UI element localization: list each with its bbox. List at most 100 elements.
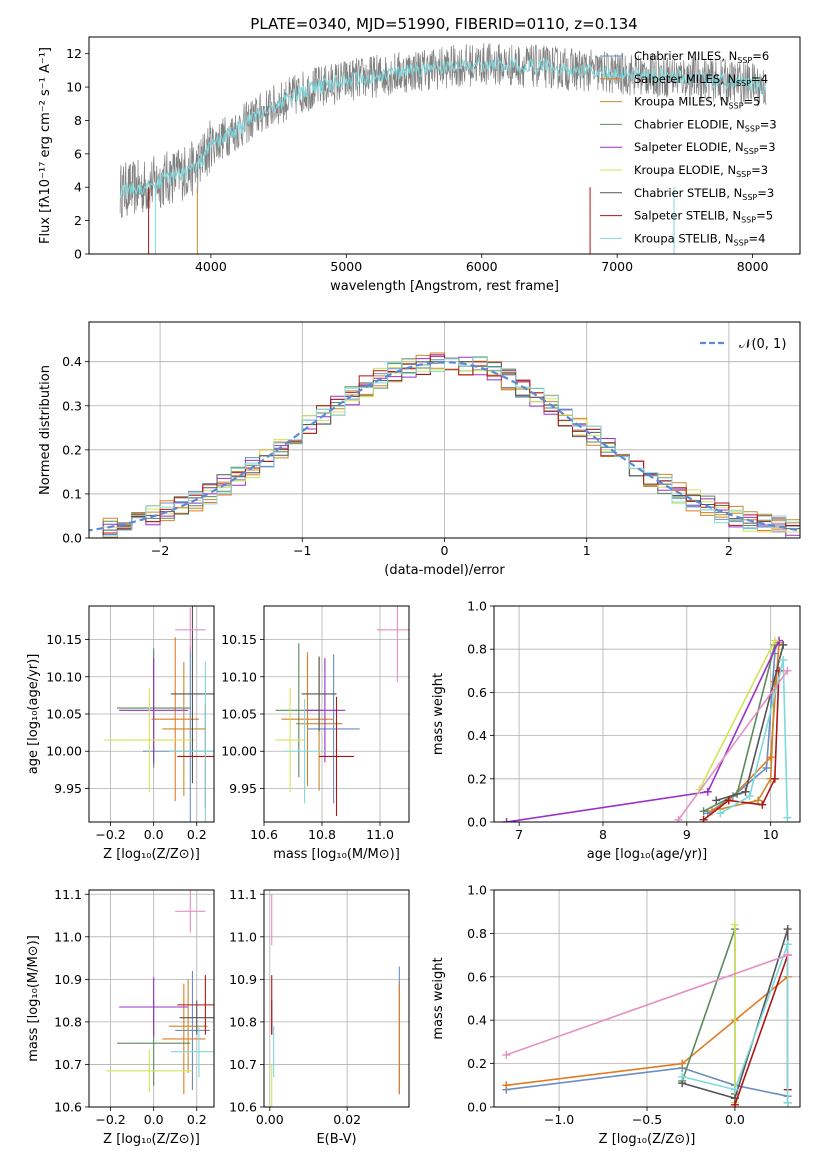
y-tick-label: 0.8 — [467, 642, 487, 657]
y-tick-label: 10.8 — [54, 1014, 82, 1029]
weight-marker — [754, 796, 763, 805]
x-tick-label: −1 — [293, 543, 311, 558]
x-axis-label: Z [log₁₀(Z/Z⊙)] — [103, 847, 200, 862]
weight-marker — [678, 1059, 687, 1068]
weight-series-line — [682, 944, 789, 1103]
x-tick-label: 0.0 — [144, 827, 164, 842]
y-axis-label: mass weight — [431, 673, 446, 755]
y-tick-label: 10.6 — [54, 1100, 82, 1115]
x-tick-label: 4000 — [195, 259, 227, 274]
weight-marker — [783, 666, 792, 675]
legend-entry: Chabrier MILES, NSSP=6 — [634, 49, 769, 65]
axes-frame — [88, 321, 801, 539]
y-tick-label: 10.7 — [54, 1057, 82, 1072]
weight-marker — [770, 774, 779, 783]
plot-area — [106, 890, 214, 1095]
y-tick-label: 11.0 — [54, 929, 82, 944]
weight-series-line — [698, 640, 776, 790]
y-tick-label: 0.1 — [62, 486, 82, 501]
mass-vs-ebv-panel: 0.00 0.02 10.6 10.7 10.8 10.9 11.0 11.1 E(B-V) — [229, 887, 410, 1147]
y-tick-label: 0.0 — [62, 531, 82, 546]
weight-marker — [758, 800, 767, 809]
x-tick-label: 9 — [683, 827, 691, 842]
x-tick-label: −2 — [151, 543, 169, 558]
weight-marker — [762, 764, 771, 772]
weight-series-line — [506, 976, 789, 1087]
weight-marker — [730, 1085, 739, 1094]
x-tick-label: 0.00 — [256, 1112, 284, 1127]
x-axis-label: age [log₁₀(age/yr)] — [587, 847, 708, 862]
y-tick-label: 0.6 — [467, 969, 487, 984]
x-tick-label: 0 — [441, 543, 449, 558]
y-tick-label: 10.6 — [229, 1100, 257, 1115]
plot-area — [275, 606, 409, 817]
weight-series-line — [734, 954, 789, 1106]
y-tick-label: 0.8 — [467, 926, 487, 941]
weight-series-line — [720, 681, 776, 810]
weight-series-line — [677, 670, 789, 821]
y-tick-label: 11.1 — [229, 887, 257, 902]
plot-area — [271, 894, 400, 1107]
x-tick-label: 1 — [583, 543, 591, 558]
weight-marker — [741, 787, 750, 796]
x-tick-label: 11.0 — [366, 827, 394, 842]
x-tick-label: 0.02 — [333, 1112, 361, 1127]
weight-marker — [775, 666, 784, 675]
y-axis-label: Flux [fλ10⁻¹⁷ erg cm⁻² s⁻¹ A⁻¹] — [38, 47, 53, 244]
axes-frame — [493, 889, 801, 1108]
x-tick-label: −0.2 — [95, 1112, 125, 1127]
age-vs-metallicity-panel: −0.2 0.0 0.2 9.95 10.00 10.05 10.10 10.15 Z [log… — [26, 605, 215, 862]
x-axis-label: Z [log₁₀(Z/Z⊙)] — [599, 1132, 696, 1147]
y-axis-label: age [log₁₀(age/yr)] — [26, 654, 41, 775]
y-axis-label: Normed distribution — [38, 365, 53, 495]
legend-entry: Chabrier STELIB, NSSP=3 — [634, 186, 774, 202]
x-tick-label: 10.6 — [250, 827, 278, 842]
x-tick-label: 0.0 — [144, 1112, 164, 1127]
y-tick-label: 0.6 — [467, 685, 487, 700]
x-tick-label: −1.0 — [544, 1112, 574, 1127]
y-tick-label: 10.15 — [221, 632, 257, 647]
weight-marker — [703, 787, 712, 796]
spectrum-panel: 4000 5000 6000 7000 8000 0 2 4 6 8 10 12 wavelength … — [38, 36, 801, 294]
normal-curve — [89, 360, 800, 532]
figure-title: PLATE=0340, MJD=51990, FIBERID=0110, z=0… — [250, 15, 637, 33]
y-tick-label: 11.0 — [229, 929, 257, 944]
x-tick-label: 6000 — [466, 259, 498, 274]
y-tick-label: 4 — [74, 180, 82, 195]
y-tick-label: 10.10 — [46, 669, 82, 684]
weight-marker — [712, 796, 721, 805]
y-tick-label: 10.00 — [46, 744, 82, 759]
weight-marker — [770, 636, 779, 645]
legend-entry: Salpeter MILES, NSSP=4 — [634, 72, 768, 88]
y-tick-label: 10.9 — [54, 972, 82, 987]
legend-entry: Salpeter ELODIE, NSSP=3 — [634, 140, 776, 156]
x-axis-label: Z [log₁₀(Z/Z⊙)] — [103, 1132, 200, 1147]
y-tick-label: 8 — [74, 113, 82, 128]
mass-vs-metallicity-panel: −0.2 0.0 0.2 10.6 10.7 10.8 10.9 11.0 11.1 Z [log… — [26, 887, 215, 1147]
weight-marker — [699, 815, 708, 822]
y-tick-label: 1.0 — [467, 883, 487, 898]
weight-marker — [779, 656, 788, 664]
weight-marker — [502, 818, 511, 822]
x-tick-label: 10 — [763, 827, 779, 842]
y-tick-label: 10.9 — [229, 972, 257, 987]
x-tick-label: −0.5 — [632, 1112, 662, 1127]
plot-area — [119, 42, 767, 254]
legend-entry: Salpeter STELIB, NSSP=5 — [634, 209, 773, 225]
y-tick-label: 0 — [74, 247, 82, 262]
weight-marker — [678, 1072, 687, 1081]
weight-series-line — [506, 1067, 788, 1097]
x-tick-label: 5000 — [330, 259, 362, 274]
weight-marker — [730, 920, 739, 929]
x-tick-label: −0.2 — [95, 827, 125, 842]
model-spectrum — [119, 56, 767, 199]
weight-marker — [699, 807, 708, 816]
weight-marker — [730, 1100, 739, 1107]
legend-entry: Kroupa STELIB, NSSP=4 — [634, 231, 765, 247]
x-axis-label: (data-model)/error — [384, 563, 505, 578]
y-tick-label: 10.8 — [229, 1014, 257, 1029]
weight-marker — [502, 1050, 511, 1059]
y-tick-label: 10.00 — [221, 744, 257, 759]
axes-frame — [263, 889, 410, 1108]
